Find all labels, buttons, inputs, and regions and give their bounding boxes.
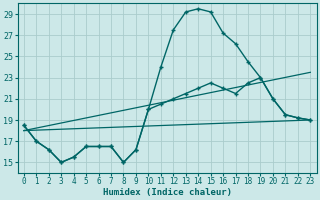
X-axis label: Humidex (Indice chaleur): Humidex (Indice chaleur) — [103, 188, 232, 197]
